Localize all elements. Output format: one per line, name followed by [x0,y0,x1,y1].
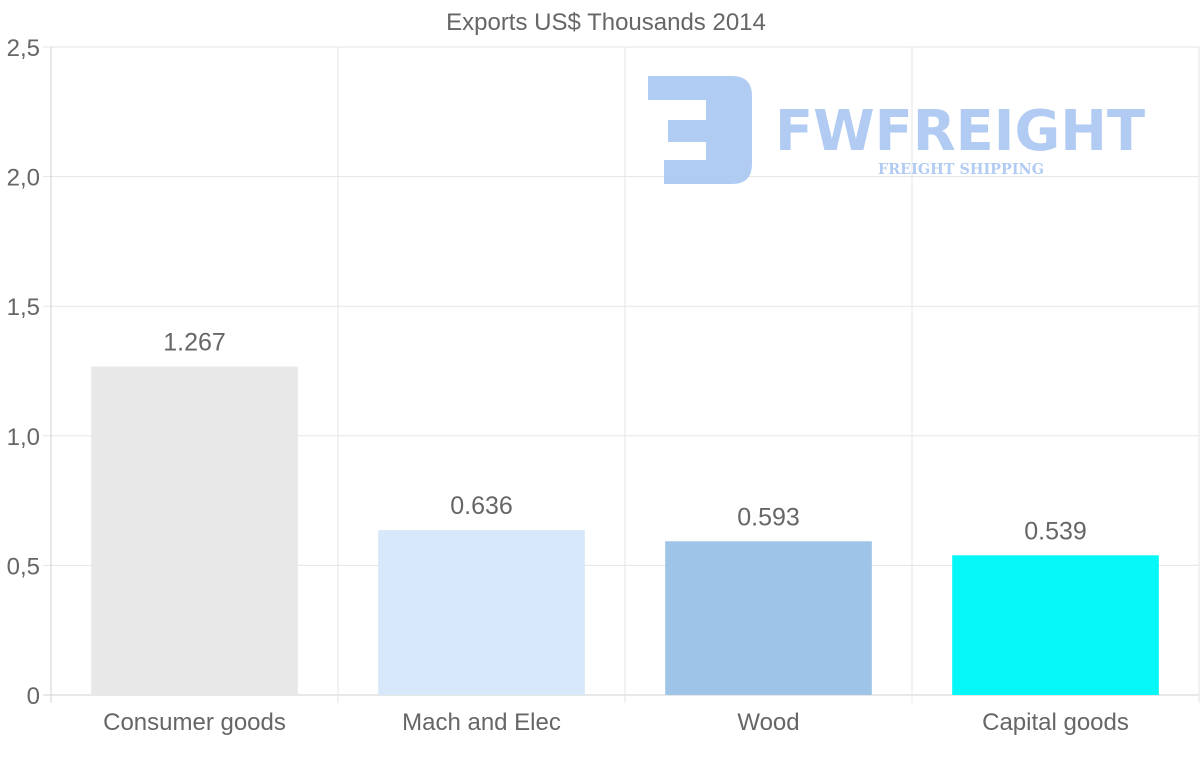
y-axis: 0 0,5 1,0 1,5 2,0 2,5 [7,35,40,710]
bar-value-label: 1.267 [163,329,226,357]
y-tick-label: 2,5 [7,35,40,62]
fwfreight-logo-icon [648,76,752,184]
x-axis: Consumer goods Mach and Elec Wood Capital g… [103,709,1129,736]
bars [91,366,1159,695]
bar[interactable] [91,366,298,695]
data-labels: 1.267 0.636 0.593 0.539 [163,329,1087,546]
fwfreight-watermark: FWFREIGHT FREIGHT SHIPPING [648,76,1145,184]
watermark-brand: FWFREIGHT [775,99,1145,164]
bar[interactable] [378,530,585,695]
bar-value-label: 0.539 [1024,517,1087,545]
x-category-label: Mach and Elec [402,709,561,736]
bar-value-label: 0.593 [737,503,800,531]
x-category-label: Wood [737,709,799,736]
bar[interactable] [665,541,872,695]
y-tick-label: 1,5 [7,294,40,321]
x-category-label: Consumer goods [103,709,286,736]
y-tick-label: 0,5 [7,553,40,580]
bar-value-label: 0.636 [450,492,513,520]
y-tick-label: 1,0 [7,424,40,451]
y-tick-label: 0 [27,683,40,710]
x-category-label: Capital goods [982,709,1129,736]
y-tick-label: 2,0 [7,165,40,192]
watermark-tagline: FREIGHT SHIPPING [878,160,1044,178]
chart-title: Exports US$ Thousands 2014 [446,9,766,36]
bar[interactable] [952,555,1159,695]
